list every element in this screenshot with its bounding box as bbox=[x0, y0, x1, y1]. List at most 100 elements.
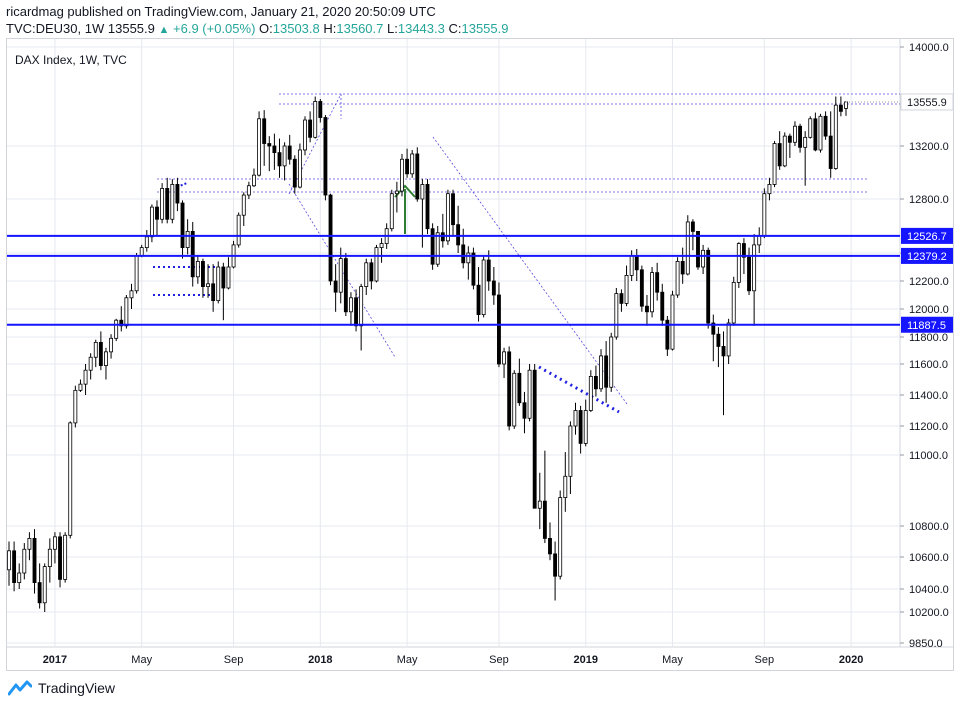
candle-body bbox=[563, 475, 568, 498]
candle-body bbox=[762, 193, 767, 236]
candle-body bbox=[675, 260, 680, 296]
candle-body bbox=[507, 351, 512, 427]
candle-body bbox=[435, 232, 440, 265]
candle-body bbox=[292, 158, 297, 188]
candle-body bbox=[609, 336, 614, 388]
tradingview-footer: TradingView bbox=[8, 680, 115, 696]
symbol-info-bar: TVC:DEU30, 1W 13555.9 ▲ +6.9 (+0.05%) O:… bbox=[6, 21, 508, 36]
candle-body bbox=[823, 115, 828, 137]
candle-body bbox=[246, 185, 251, 196]
candle-body bbox=[466, 252, 471, 264]
candle-body bbox=[333, 280, 338, 293]
candle-body bbox=[144, 236, 149, 249]
candle-body bbox=[53, 536, 57, 550]
y-tick-label: 11800.0 bbox=[909, 332, 948, 344]
candle-body bbox=[741, 243, 746, 258]
y-tick-label: 12200.0 bbox=[909, 276, 949, 288]
candle-body bbox=[394, 190, 399, 195]
candle-body bbox=[211, 283, 216, 302]
candle-body bbox=[548, 537, 552, 555]
candle-body bbox=[78, 383, 83, 391]
candle-body bbox=[410, 153, 415, 175]
candle-body bbox=[568, 425, 573, 477]
candle-body bbox=[665, 319, 670, 350]
candle-body bbox=[813, 118, 818, 151]
candle-body bbox=[400, 158, 404, 192]
candle-body bbox=[338, 258, 343, 293]
candle-body bbox=[308, 119, 313, 138]
y-tick-label: 10800.0 bbox=[909, 521, 949, 533]
candlestick-chart[interactable]: 9850.0 10200.0 10400.0 10600.0 10800.0 11000.… bbox=[7, 39, 953, 670]
level-label-bg bbox=[901, 227, 953, 244]
candle-body bbox=[599, 355, 603, 390]
candle-body bbox=[98, 341, 103, 366]
candle-body bbox=[629, 255, 634, 276]
candle-body bbox=[782, 135, 787, 167]
candle-body bbox=[517, 372, 522, 404]
candle-body bbox=[752, 244, 757, 292]
trend-line-falling bbox=[432, 136, 628, 405]
up-triangle-icon: ▲ bbox=[158, 24, 170, 36]
tradingview-logo-icon bbox=[8, 680, 32, 696]
candle-body bbox=[690, 221, 695, 232]
candle-body bbox=[155, 206, 159, 220]
candle-body bbox=[502, 351, 506, 365]
candle-body bbox=[716, 333, 721, 347]
last-price-label: 13555.9 bbox=[907, 97, 947, 109]
candle-body bbox=[165, 187, 170, 220]
candle-body bbox=[793, 125, 797, 143]
candle-body bbox=[619, 293, 624, 304]
chart-frame[interactable]: 9850.0 10200.0 10400.0 10600.0 10800.0 11000.… bbox=[6, 38, 954, 671]
candle-body bbox=[798, 125, 802, 148]
candle-body bbox=[303, 119, 307, 151]
candle-body bbox=[726, 322, 731, 357]
x-tick-label: Sep bbox=[224, 654, 244, 666]
candle-body bbox=[22, 548, 27, 574]
y-tick-label: 13200.0 bbox=[909, 141, 949, 153]
candle-body bbox=[58, 536, 62, 580]
candle-body bbox=[7, 550, 11, 571]
candle-body bbox=[420, 184, 425, 200]
candle-body bbox=[129, 290, 134, 299]
chart-title: DAX Index, 1W, TVC bbox=[15, 53, 127, 67]
candle-body bbox=[553, 553, 558, 577]
high-value: 13560.7 bbox=[336, 21, 384, 36]
x-tick-label: Sep bbox=[755, 654, 775, 666]
candle-body bbox=[706, 249, 711, 324]
candle-body bbox=[532, 369, 537, 509]
candle-body bbox=[685, 221, 690, 275]
candle-body bbox=[736, 243, 741, 283]
y-tick-label: 10200.0 bbox=[909, 607, 949, 619]
symbol-label: TVC:DEU30, 1W bbox=[6, 21, 105, 36]
candle-body bbox=[593, 375, 598, 390]
candle-body bbox=[175, 184, 180, 204]
candle-body bbox=[680, 260, 685, 275]
candle-body bbox=[542, 500, 547, 539]
candle-body bbox=[731, 281, 736, 324]
candle-body bbox=[195, 260, 200, 278]
candle-body bbox=[318, 101, 323, 118]
level-label: 12379.2 bbox=[907, 251, 947, 263]
open-value: 13503.8 bbox=[272, 21, 320, 36]
candle-body bbox=[27, 537, 32, 550]
candle-body bbox=[425, 184, 430, 230]
y-tick-label: 12800.0 bbox=[909, 194, 949, 206]
candle-body bbox=[491, 280, 496, 296]
high-label: H: bbox=[323, 21, 337, 36]
candle-body bbox=[221, 266, 226, 289]
candle-body bbox=[63, 534, 68, 580]
candle-body bbox=[313, 101, 318, 138]
candle-body bbox=[354, 297, 358, 327]
candle-body bbox=[604, 355, 609, 388]
candle-body bbox=[787, 135, 792, 143]
candle-body bbox=[660, 291, 665, 321]
candle-body bbox=[374, 247, 379, 282]
candle-body bbox=[241, 194, 246, 216]
candle-body bbox=[527, 369, 532, 419]
candle-body bbox=[124, 297, 129, 327]
candle-body bbox=[160, 187, 165, 220]
candle-body bbox=[803, 136, 808, 148]
candle-body bbox=[711, 322, 716, 335]
level-label-bg bbox=[901, 247, 953, 264]
y-tick-label: 11600.0 bbox=[909, 359, 948, 371]
